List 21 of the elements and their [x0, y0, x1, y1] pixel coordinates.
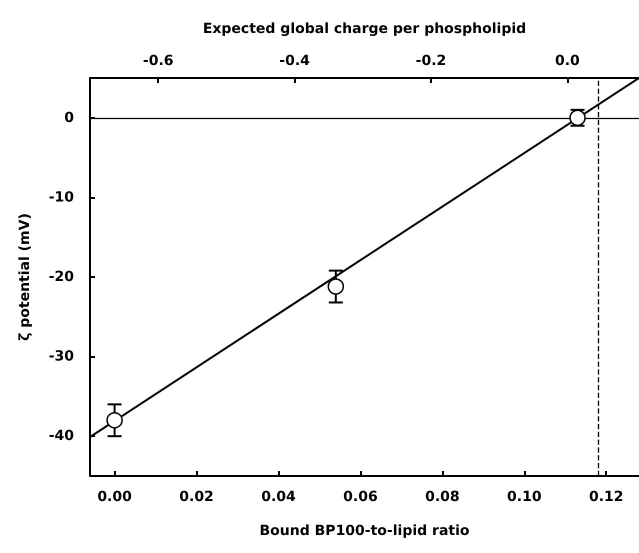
- x2-tick-label: -0.4: [279, 53, 310, 69]
- y-tick-label: -30: [48, 348, 74, 365]
- y-tick-label: -20: [48, 269, 74, 285]
- x2-tick-label: -0.6: [142, 53, 174, 69]
- x2-axis-title: Expected global charge per phospholipid: [202, 21, 526, 37]
- y-tick-label: 0: [64, 110, 74, 126]
- y-axis-title: ζ potential (mV): [17, 213, 33, 341]
- x2-tick-label: -0.2: [416, 53, 446, 69]
- point: [328, 278, 344, 295]
- x-tick-label: 0.02: [179, 489, 214, 505]
- x-axis-title: Bound BP100-to-lipid ratio: [260, 523, 470, 539]
- x-tick-label: 0.04: [261, 489, 296, 505]
- x-tick-label: 0.06: [343, 489, 378, 505]
- x-tick-label: 0.10: [507, 489, 542, 505]
- x-tick-label: 0.00: [97, 489, 132, 505]
- x-tick-label: 0.08: [425, 489, 460, 505]
- y-tick-label: -10: [48, 189, 74, 206]
- x2-tick-label: 0.0: [554, 53, 580, 69]
- y-tick-label: -40: [48, 428, 74, 444]
- point: [106, 412, 123, 429]
- x-tick-label: 0.12: [588, 489, 624, 505]
